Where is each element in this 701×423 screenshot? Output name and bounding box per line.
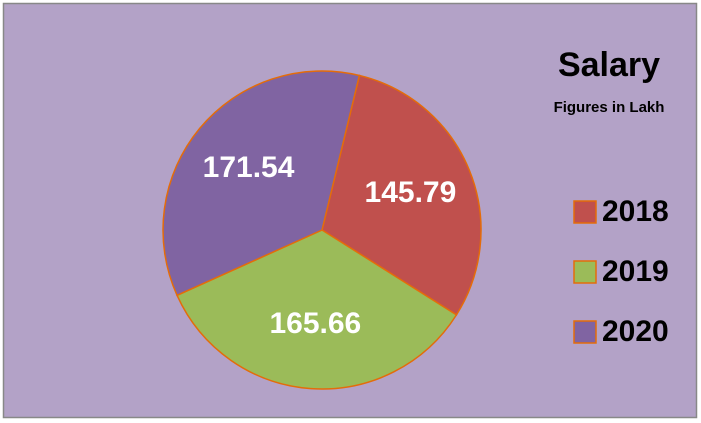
pie-slice: [162, 70, 361, 297]
data-label: 145.79: [365, 176, 457, 209]
chart-subtitle: Figures in Lakh: [554, 99, 665, 116]
legend-swatch: [573, 260, 597, 284]
legend-swatch: [573, 200, 597, 224]
legend-label: 2018: [602, 195, 669, 228]
legend-label: 2019: [602, 255, 669, 288]
legend-swatch: [573, 320, 597, 344]
legend-label: 2020: [602, 315, 669, 348]
chart-title: Salary: [558, 46, 660, 84]
data-label: 171.54: [203, 151, 295, 184]
data-label: 165.66: [269, 307, 361, 340]
pie-slice: [176, 229, 458, 390]
